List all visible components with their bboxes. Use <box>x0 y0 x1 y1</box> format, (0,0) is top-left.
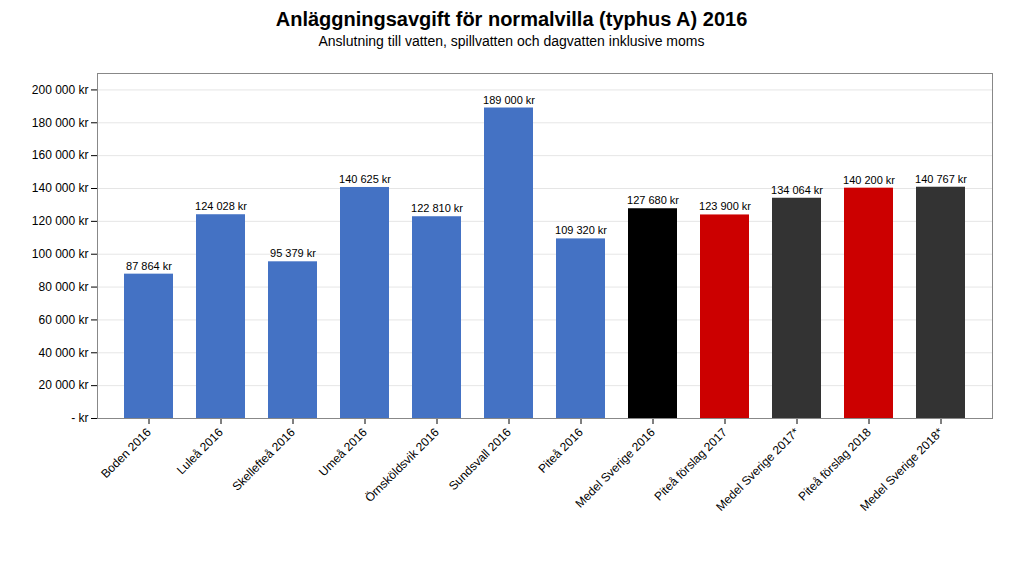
svg-text:189 000 kr: 189 000 kr <box>483 94 535 106</box>
svg-text:95 379 kr: 95 379 kr <box>270 247 316 259</box>
svg-text:122 810 kr: 122 810 kr <box>411 202 463 214</box>
html-text:Anslutning till vatten, spillv: Anslutning till vatten, spillvatten och … <box>318 33 705 49</box>
svg-text:- kr: - kr <box>71 411 88 425</box>
svg-text:Örnsköldsvik 2016: Örnsköldsvik 2016 <box>362 425 442 505</box>
svg-text:140 000 kr: 140 000 kr <box>31 181 88 195</box>
svg-text:134 064 kr: 134 064 kr <box>771 184 823 196</box>
svg-text:Medel Sverige 2018*: Medel Sverige 2018* <box>857 425 946 514</box>
svg-text:Piteå 2016: Piteå 2016 <box>535 425 586 476</box>
svg-text:180 000 kr: 180 000 kr <box>31 116 88 130</box>
svg-text:60 000 kr: 60 000 kr <box>38 313 88 327</box>
svg-text:140 767 kr: 140 767 kr <box>915 173 967 185</box>
svg-text:100 000 kr: 100 000 kr <box>31 247 88 261</box>
svg-text:200 000 kr: 200 000 kr <box>31 83 88 97</box>
svg-text:140 200 kr: 140 200 kr <box>843 174 895 186</box>
svg-text:Luleå 2016: Luleå 2016 <box>173 425 225 477</box>
svg-text:Piteå förslag 2018: Piteå förslag 2018 <box>795 425 874 504</box>
svg-text:123 900 kr: 123 900 kr <box>699 200 751 212</box>
html-text:Anläggningsavgift för normalvi: Anläggningsavgift för normalvilla (typhu… <box>275 8 748 30</box>
svg-text:20 000 kr: 20 000 kr <box>38 378 88 392</box>
svg-text:120 000 kr: 120 000 kr <box>31 214 88 228</box>
svg-text:Skellefteå 2016: Skellefteå 2016 <box>229 425 298 494</box>
svg-text:87 864 kr: 87 864 kr <box>126 260 172 272</box>
svg-text:Sundsvall 2016: Sundsvall 2016 <box>445 425 513 493</box>
svg-text:124 028 kr: 124 028 kr <box>195 200 247 212</box>
svg-text:127 680 kr: 127 680 kr <box>627 194 679 206</box>
svg-text:Umeå 2016: Umeå 2016 <box>316 425 370 479</box>
svg-text:40 000 kr: 40 000 kr <box>38 346 88 360</box>
svg-text:140 625 kr: 140 625 kr <box>339 173 391 185</box>
svg-text:80 000 kr: 80 000 kr <box>38 280 88 294</box>
svg-text:Boden 2016: Boden 2016 <box>98 425 154 481</box>
svg-text:Medel Sverige 2017*: Medel Sverige 2017* <box>713 425 802 514</box>
svg-text:Piteå förslag 2017: Piteå förslag 2017 <box>651 425 730 504</box>
svg-text:Medel Sverige 2016: Medel Sverige 2016 <box>572 425 658 511</box>
svg-text:160 000 kr: 160 000 kr <box>31 148 88 162</box>
svg-text:109 320 kr: 109 320 kr <box>555 224 607 236</box>
